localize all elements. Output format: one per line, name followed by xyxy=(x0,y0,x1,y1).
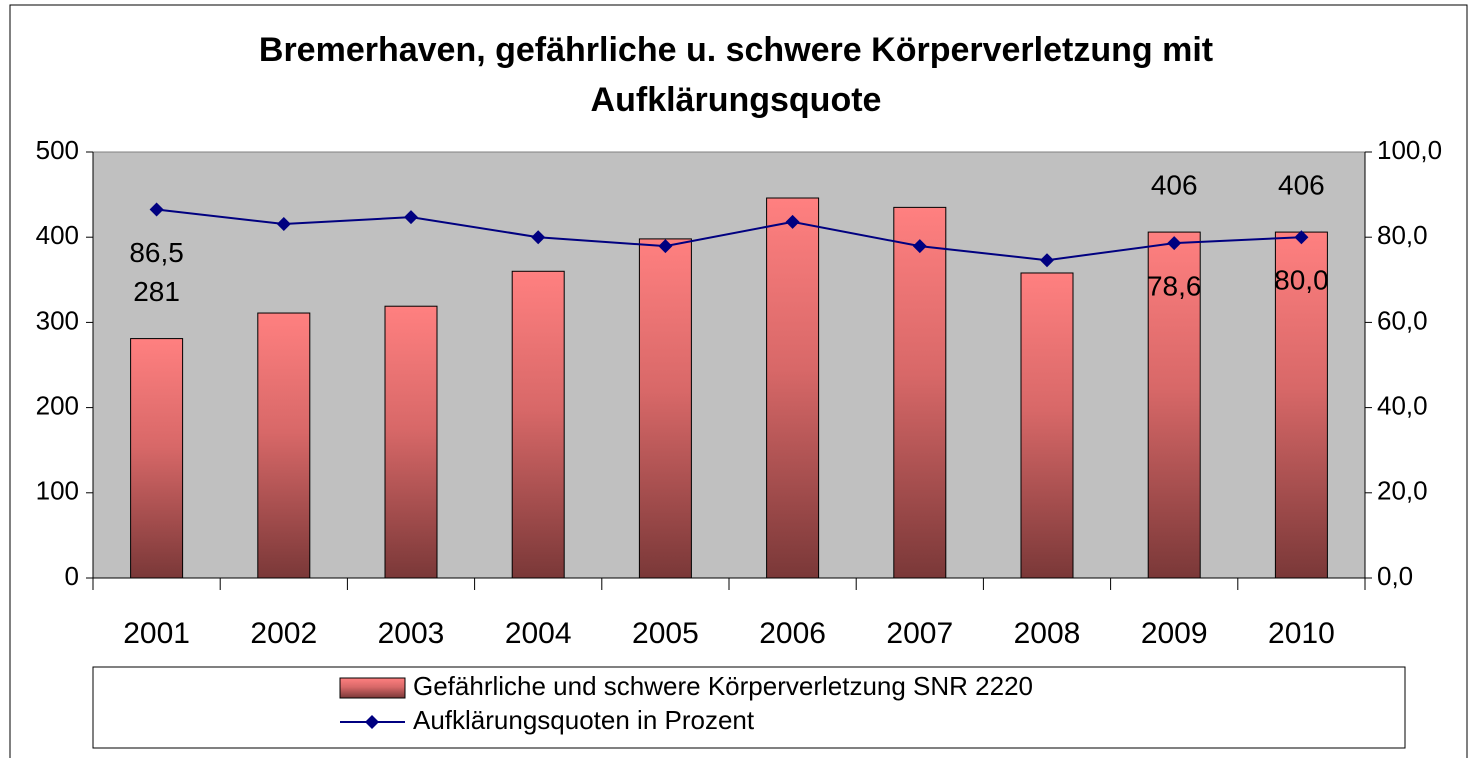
y2-tick-label: 0,0 xyxy=(1377,561,1413,591)
x-tick-label: 2001 xyxy=(123,617,190,650)
x-tick-label: 2007 xyxy=(886,617,953,650)
y2-tick-label: 100,0 xyxy=(1377,135,1442,165)
line-marker xyxy=(531,230,546,245)
bar xyxy=(1147,231,1201,579)
x-tick-label: 2008 xyxy=(1014,617,1081,650)
line-value-label: 80,0 xyxy=(1274,265,1329,296)
bar xyxy=(766,197,820,579)
chart-title: Bremerhaven, gefährliche u. schwere Körp… xyxy=(258,31,1214,119)
legend-marker xyxy=(365,715,379,729)
y2-tick-label: 40,0 xyxy=(1377,390,1428,420)
line-value-label: 78,6 xyxy=(1147,271,1202,302)
x-tick-label: 2002 xyxy=(250,617,317,650)
legend-box xyxy=(92,666,1406,749)
y-tick-label: 400 xyxy=(36,220,79,250)
x-tick-label: 2004 xyxy=(505,617,572,650)
y2-tick-label: 20,0 xyxy=(1377,476,1428,506)
line-marker xyxy=(1040,253,1054,268)
line-marker xyxy=(149,202,164,217)
y2-tick-label: 80,0 xyxy=(1377,220,1428,250)
bar xyxy=(638,238,692,579)
bar-value-label: 281 xyxy=(133,276,180,307)
x-tick-label: 2009 xyxy=(1141,617,1208,650)
legend-label: Aufklärungsquoten in Prozent xyxy=(413,705,755,735)
line-marker xyxy=(912,239,927,254)
bar xyxy=(257,312,311,579)
bar xyxy=(384,305,438,579)
line-marker xyxy=(404,210,418,225)
line-value-label: 86,5 xyxy=(129,237,184,268)
bar-value-label: 406 xyxy=(1278,169,1325,200)
line-marker xyxy=(1294,230,1309,245)
bar xyxy=(511,270,565,579)
y2-tick-label: 60,0 xyxy=(1377,305,1428,335)
x-tick-label: 2003 xyxy=(378,617,445,650)
line-marker xyxy=(785,214,800,229)
y-tick-label: 0 xyxy=(65,561,79,591)
bar xyxy=(130,338,184,579)
legend-label: Gefährliche und schwere Körperverletzung… xyxy=(413,671,1033,701)
bar-value-label: 406 xyxy=(1151,169,1198,200)
line-marker xyxy=(658,239,673,254)
line-marker xyxy=(276,216,291,231)
bar xyxy=(893,206,947,579)
bar xyxy=(1020,272,1074,579)
line-marker xyxy=(1167,236,1182,251)
y-tick-label: 500 xyxy=(36,135,79,165)
legend-swatch xyxy=(339,677,406,699)
y-tick-label: 200 xyxy=(36,390,79,420)
x-tick-label: 2010 xyxy=(1268,617,1335,650)
line-series xyxy=(156,208,1302,262)
y-tick-label: 300 xyxy=(36,305,79,335)
y-tick-label: 100 xyxy=(36,476,79,506)
x-tick-label: 2005 xyxy=(632,617,699,650)
bar xyxy=(1274,231,1328,579)
x-tick-label: 2006 xyxy=(759,617,826,650)
